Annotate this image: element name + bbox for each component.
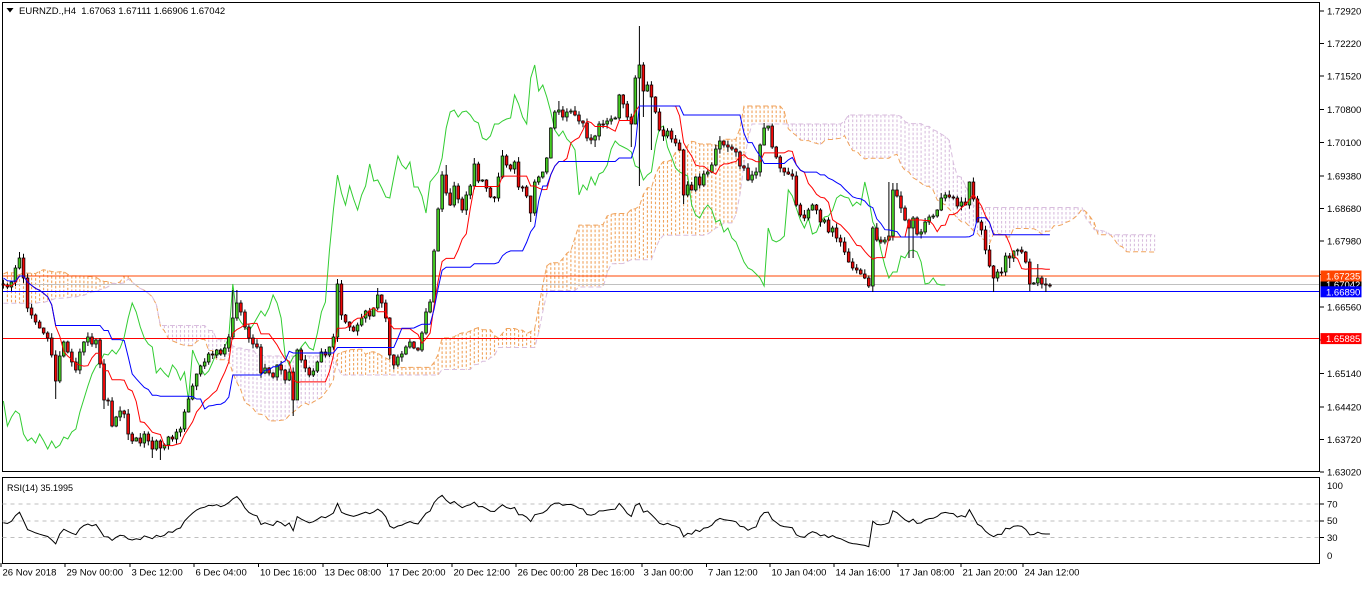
svg-text:50: 50	[1327, 516, 1338, 527]
svg-text:100: 100	[1327, 481, 1343, 492]
svg-text:70: 70	[1327, 499, 1338, 510]
svg-text:1.66560: 1.66560	[1327, 303, 1361, 314]
svg-text:17 Jan 08:00: 17 Jan 08:00	[900, 568, 955, 579]
svg-text:1.72220: 1.72220	[1327, 39, 1361, 50]
svg-text:6 Dec 04:00: 6 Dec 04:00	[196, 568, 247, 579]
svg-text:13 Dec 08:00: 13 Dec 08:00	[325, 568, 382, 579]
svg-text:10 Jan 04:00: 10 Jan 04:00	[772, 568, 827, 579]
svg-text:1.70800: 1.70800	[1327, 105, 1361, 116]
svg-text:1.70100: 1.70100	[1327, 138, 1361, 149]
svg-text:1.66890: 1.66890	[1326, 287, 1360, 298]
svg-text:10 Dec 16:00: 10 Dec 16:00	[260, 568, 317, 579]
svg-text:1.68680: 1.68680	[1327, 204, 1361, 215]
svg-text:3 Dec 12:00: 3 Dec 12:00	[132, 568, 183, 579]
svg-text:26 Nov 2018: 26 Nov 2018	[3, 568, 57, 579]
svg-text:24 Jan 12:00: 24 Jan 12:00	[1025, 568, 1080, 579]
svg-text:1.63020: 1.63020	[1327, 468, 1361, 479]
svg-text:1.65140: 1.65140	[1327, 369, 1361, 380]
svg-text:28 Dec 16:00: 28 Dec 16:00	[578, 568, 635, 579]
svg-text:1.67042: 1.67042	[1326, 280, 1360, 291]
svg-text:26 Dec 00:00: 26 Dec 00:00	[518, 568, 575, 579]
svg-text:1.65885: 1.65885	[1326, 334, 1360, 345]
svg-text:EURNZD.,H4 1.67063 1.67111 1.: EURNZD.,H4 1.67063 1.67111 1.66906 1.670…	[19, 6, 225, 17]
svg-text:14 Jan 16:00: 14 Jan 16:00	[836, 568, 891, 579]
svg-text:29 Nov 00:00: 29 Nov 00:00	[67, 568, 124, 579]
svg-text:7 Jan 12:00: 7 Jan 12:00	[708, 568, 758, 579]
svg-text:3 Jan 00:00: 3 Jan 00:00	[644, 568, 694, 579]
svg-text:1.69380: 1.69380	[1327, 171, 1361, 182]
svg-text:1.64420: 1.64420	[1327, 402, 1361, 413]
svg-text:0: 0	[1327, 551, 1332, 562]
svg-text:1.71520: 1.71520	[1327, 72, 1361, 83]
svg-text:1.67980: 1.67980	[1327, 237, 1361, 248]
svg-text:1.72920: 1.72920	[1327, 7, 1361, 18]
svg-text:21 Jan 20:00: 21 Jan 20:00	[963, 568, 1018, 579]
svg-text:30: 30	[1327, 533, 1338, 544]
svg-text:17 Dec 20:00: 17 Dec 20:00	[389, 568, 446, 579]
svg-text:1.67235: 1.67235	[1326, 272, 1360, 283]
svg-text:1.63720: 1.63720	[1327, 435, 1361, 446]
svg-text:20 Dec 12:00: 20 Dec 12:00	[454, 568, 511, 579]
svg-text:RSI(14) 35.1995: RSI(14) 35.1995	[7, 483, 73, 493]
